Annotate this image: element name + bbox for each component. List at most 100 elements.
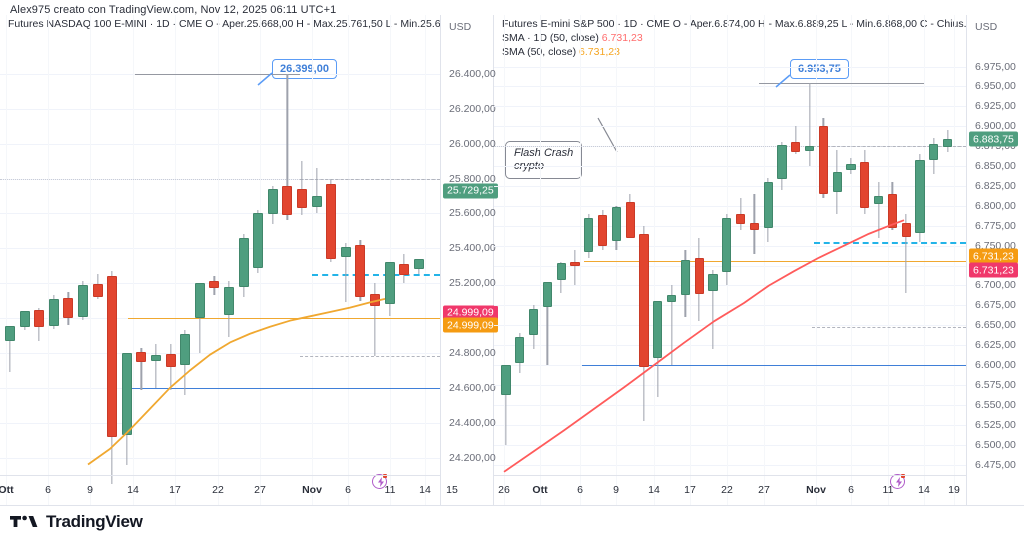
candlestick[interactable] [556,15,566,475]
candlestick[interactable] [194,15,205,475]
candlestick[interactable] [639,15,649,475]
candlestick[interactable] [267,15,278,475]
sma-label-2: SMA (50, close) [502,46,577,58]
candlestick[interactable] [224,15,234,475]
price-axis-label: 6.475,00 [975,458,1016,471]
tradingview-logo[interactable]: TradingView [10,512,143,532]
candlestick[interactable] [48,15,59,475]
candlestick[interactable] [326,15,337,475]
candlestick[interactable] [78,15,88,475]
candlestick[interactable] [749,15,760,475]
candlestick[interactable] [832,15,842,475]
candlestick[interactable] [528,15,539,475]
candlestick[interactable] [399,15,410,475]
candlestick[interactable] [570,15,580,475]
price-level-line[interactable] [0,178,440,180]
candlestick[interactable] [136,15,147,475]
candlestick[interactable] [165,15,176,475]
candlestick[interactable] [929,15,939,475]
candlestick[interactable] [653,15,663,475]
candlestick[interactable] [860,15,870,475]
lightning-event-icon[interactable] [890,474,905,489]
candle-body [180,333,191,366]
price-level-line[interactable] [759,83,924,85]
candlestick[interactable] [340,15,351,475]
price-axis-nasdaq[interactable]: USD 26.400,00 26.200,00 26.000,00 25.800,00… [440,15,498,505]
candlestick[interactable] [791,15,801,475]
candlestick[interactable] [915,15,925,475]
gridline [0,108,440,110]
candlestick[interactable] [355,15,366,475]
candlestick[interactable] [584,15,594,475]
candlestick[interactable] [694,15,704,475]
candlestick[interactable] [597,15,608,475]
time-axis-nasdaq[interactable]: Ott 6 9 14 17 22 27 Nov 6 11 14 15 [0,475,458,506]
candlestick[interactable] [763,15,773,475]
candlestick[interactable] [63,15,74,475]
candlestick[interactable] [384,15,395,475]
lightning-event-icon[interactable] [372,474,387,489]
candlestick[interactable] [804,15,815,475]
candlestick[interactable] [873,15,884,475]
price-level-line[interactable] [812,146,966,148]
candlestick[interactable] [209,15,220,475]
candlestick[interactable] [735,15,746,475]
candlestick[interactable] [34,15,45,475]
plot-area-sp500[interactable]: Futures E-mini S&P 500 · 1D · CME O - Ap… [494,15,966,505]
candlestick[interactable] [92,15,103,475]
gridline [0,248,440,250]
level-badge-orange[interactable]: 24.999,09 [443,317,498,333]
candlestick[interactable] [311,15,322,475]
last-price-badge-green[interactable]: 25.729,25 [443,183,498,199]
candlestick[interactable] [151,15,161,475]
candlestick[interactable] [542,15,553,475]
candlestick[interactable] [5,15,15,475]
candlestick[interactable] [515,15,525,475]
footer-bar: TradingView [0,505,1024,537]
candlestick[interactable] [777,15,787,475]
sma-badge-pink[interactable]: 6.731,23 [969,262,1018,278]
last-price-badge-green[interactable]: 6.883,75 [969,131,1018,147]
candlestick[interactable] [666,15,677,475]
candlestick[interactable] [942,15,953,475]
price-level-line[interactable] [135,74,300,76]
candlestick[interactable] [887,15,898,475]
price-axis-label: 6.575,00 [975,379,1016,392]
candlestick[interactable] [901,15,911,475]
candlestick[interactable] [625,15,635,475]
candlestick[interactable] [818,15,829,475]
flash-crash-annotation[interactable]: Flash Crash crypto [505,141,583,179]
candlestick[interactable] [107,15,118,484]
sma-badge-orange[interactable]: 6.731,23 [969,248,1018,264]
candlestick[interactable] [282,15,293,475]
candle-wick [795,126,797,155]
candlestick[interactable] [501,15,511,475]
price-level-line[interactable] [300,178,440,180]
price-level-line[interactable] [312,274,440,277]
candlestick[interactable] [846,15,856,475]
candle-body [253,213,264,268]
candlestick[interactable] [680,15,691,475]
candlestick[interactable] [611,15,622,475]
candlestick[interactable] [413,15,424,475]
candlestick[interactable] [708,15,718,475]
candlestick[interactable] [370,15,380,475]
candlestick[interactable] [121,15,132,475]
price-axis-sp500[interactable]: USD 6.975,006.950,006.925,006.900,006.87… [966,15,1024,505]
gridline [494,126,966,128]
candlestick[interactable] [722,15,732,475]
price-level-line[interactable] [494,146,966,148]
price-axis-label: 25.400,00 [449,242,496,255]
candle-body [860,162,870,208]
candlestick[interactable] [253,15,264,475]
candlestick[interactable] [238,15,249,475]
level-badge-pink[interactable]: 24.999,09 [443,305,498,321]
gridline-vertical [175,15,176,505]
candlestick[interactable] [297,15,307,475]
plot-area-nasdaq[interactable]: Futures NASDAQ 100 E-MINI · 1D · CME O -… [0,15,440,505]
candlestick[interactable] [19,15,30,475]
gridline-vertical [6,15,7,505]
time-axis-sp500[interactable]: 26 Ott 6 9 14 17 22 27 Nov 6 11 14 19 [494,475,966,506]
candlestick[interactable] [180,15,191,475]
time-axis-tick: 22 [721,484,733,496]
